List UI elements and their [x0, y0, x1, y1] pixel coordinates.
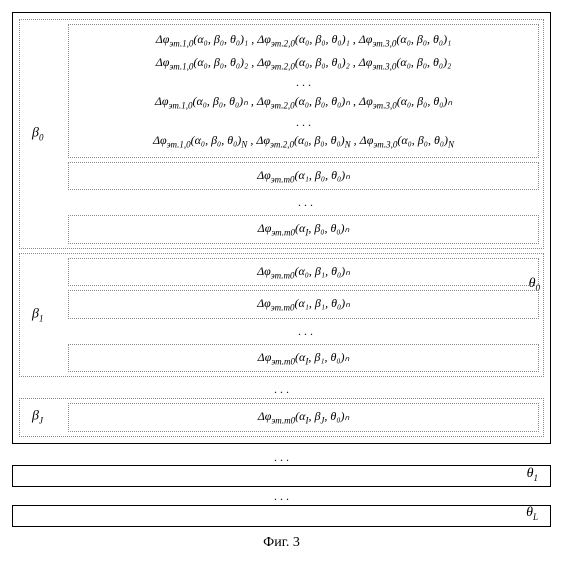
formula-row: Δφэт.m0(αI, β₁, θ₀)ₙ: [77, 347, 530, 370]
ellipsis: . . .: [19, 381, 544, 398]
beta0-inner-3: Δφэт.m0(αI, β₀, θ₀)ₙ: [68, 215, 539, 244]
formula-row: Δφэт.1,0(α₀, β₀, θ₀)N , Δφэт.2,0(α₀, β₀,…: [77, 130, 530, 153]
thetaL-label: θL: [526, 505, 538, 522]
formula-row: Δφэт.1,0(α₀, β₀, θ₀)₂ , Δφэт.2,0(α₀, β₀,…: [77, 52, 530, 75]
figure-caption: Фиг. 3: [12, 535, 551, 551]
beta1-inner-3: Δφэт.m0(αI, β₁, θ₀)ₙ: [68, 344, 539, 373]
betaJ-label: βJ: [32, 409, 43, 426]
formula-row: Δφэт.m0(α₁, β₀, θ₀)ₙ: [77, 165, 530, 188]
theta0-block: θ0 β0 Δφэт.1,0(α₀, β₀, θ₀)₁ , Δφэт.2,0(α…: [12, 12, 551, 444]
theta1-block: θ1: [12, 465, 551, 487]
beta0-row: β0 Δφэт.1,0(α₀, β₀, θ₀)₁ , Δφэт.2,0(α₀, …: [19, 19, 544, 249]
ellipsis: . . .: [12, 450, 551, 466]
formula-row: Δφэт.m0(α₁, β₁, θ₀)ₙ: [77, 293, 530, 316]
betaJ-row: βJ Δφэт.m0(αI, βJ, θ₀)ₙ: [19, 398, 544, 437]
ellipsis: . . .: [12, 489, 551, 505]
beta1-inner-2: Δφэт.m0(α₁, β₁, θ₀)ₙ: [68, 290, 539, 319]
formula-row: Δφэт.1,0(α₀, β₀, θ₀)ₙ , Δφэт.2,0(α₀, β₀,…: [77, 91, 530, 114]
beta1-row: β1 Δφэт.m0(α₀, β₁, θ₀)ₙ Δφэт.m0(α₁, β₁, …: [19, 253, 544, 378]
formula-row: Δφэт.m0(α₀, β₁, θ₀)ₙ: [77, 261, 530, 284]
ellipsis: . . .: [68, 323, 543, 340]
ellipsis: . . .: [68, 194, 543, 211]
theta1-label: θ1: [527, 466, 538, 483]
ellipsis: . . .: [77, 74, 530, 91]
formula-row: Δφэт.m0(αI, β₀, θ₀)ₙ: [77, 218, 530, 241]
formula-row: Δφэт.m0(αI, βJ, θ₀)ₙ: [77, 406, 530, 429]
beta1-label: β1: [32, 307, 43, 324]
beta1-inner-1: Δφэт.m0(α₀, β₁, θ₀)ₙ: [68, 258, 539, 287]
betaJ-inner: Δφэт.m0(αI, βJ, θ₀)ₙ: [68, 403, 539, 432]
beta0-inner-2: Δφэт.m0(α₁, β₀, θ₀)ₙ: [68, 162, 539, 191]
thetaL-block: θL: [12, 505, 551, 527]
ellipsis: . . .: [77, 114, 530, 131]
beta0-label: β0: [32, 126, 43, 143]
beta0-inner: Δφэт.1,0(α₀, β₀, θ₀)₁ , Δφэт.2,0(α₀, β₀,…: [68, 24, 539, 158]
formula-row: Δφэт.1,0(α₀, β₀, θ₀)₁ , Δφэт.2,0(α₀, β₀,…: [77, 29, 530, 52]
